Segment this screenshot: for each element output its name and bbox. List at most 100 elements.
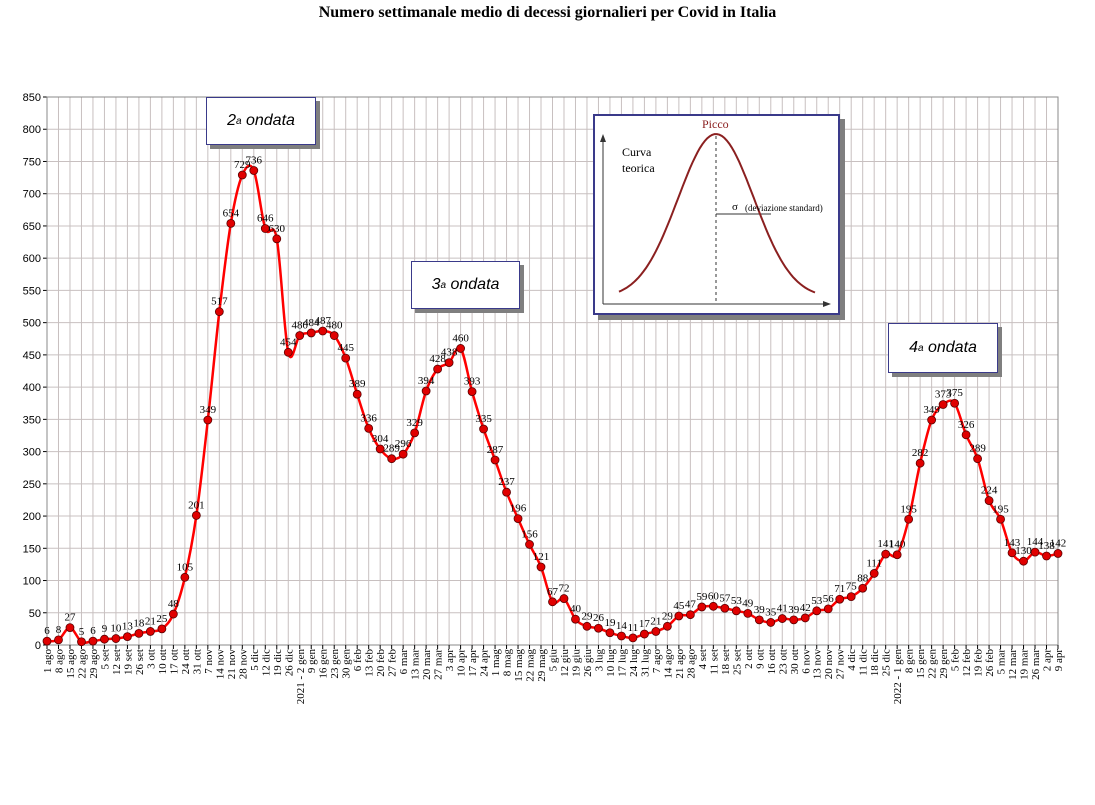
data-label: 195 (992, 503, 1009, 515)
data-point (651, 627, 661, 636)
x-tick-label: 22 gen (927, 649, 939, 679)
y-tick-label: 200 (23, 511, 41, 523)
x-tick-label: 6 feb (352, 649, 364, 672)
x-tick-label: 5 feb (950, 649, 962, 672)
x-tick-label: 20 nov (823, 649, 835, 680)
data-label: 142 (1050, 537, 1067, 549)
data-label: 75 (846, 581, 858, 593)
x-tick-label: 12 dic (260, 649, 272, 676)
data-point (973, 454, 982, 464)
data-point (180, 572, 190, 582)
data-point (203, 415, 213, 425)
data-points (42, 166, 1063, 647)
data-point (364, 423, 374, 433)
data-point (237, 170, 247, 180)
data-point (214, 307, 224, 317)
x-tick-label: 8 mag (502, 649, 514, 677)
x-tick-label: 19 set (122, 649, 134, 675)
data-label: 10 (110, 623, 122, 635)
data-label: 39 (788, 604, 800, 616)
wave-4-number: 4 (909, 339, 918, 356)
data-point (674, 611, 684, 621)
data-label: 59 (696, 591, 708, 603)
x-tick-label: 13 mar (410, 649, 422, 680)
x-tick-label: 8 gen (904, 649, 916, 674)
wave-2-sup: a (235, 115, 242, 127)
data-point (892, 550, 902, 560)
x-tick-label: 1 mag (490, 649, 502, 677)
data-label: 29 (581, 610, 593, 622)
data-point (961, 430, 971, 440)
wave-3-text: ondata (446, 276, 500, 293)
data-point (100, 634, 109, 644)
data-label: 326 (958, 419, 975, 431)
y-tick-label: 600 (23, 253, 41, 265)
x-tick-label: 10 apr (456, 649, 468, 677)
data-label: 138 (1038, 540, 1055, 552)
x-tick-label: 20 feb (375, 649, 387, 677)
data-point (800, 613, 810, 623)
data-label: 517 (211, 296, 228, 308)
data-label: 9 (102, 623, 108, 635)
data-point (743, 609, 753, 618)
x-tick-label: 16 ott (766, 649, 778, 674)
y-tick-label: 300 (23, 447, 41, 459)
data-label: 630 (269, 223, 286, 235)
data-label: 13 (122, 621, 134, 633)
data-label: 41 (777, 603, 788, 615)
data-point (191, 511, 201, 520)
data-label: 88 (857, 572, 869, 584)
x-tick-label: 17 lug (616, 649, 628, 677)
data-label: 42 (800, 602, 811, 614)
data-label: 71 (834, 583, 845, 595)
data-point (927, 415, 937, 425)
inset-y-arrow-icon (600, 134, 606, 142)
inset-gaussian-curve (618, 133, 816, 294)
x-tick-label: 30 gen (341, 649, 353, 679)
x-tick-label: 23 ott (777, 649, 789, 674)
data-label: 67 (547, 586, 559, 598)
x-tick-label: 2 ott (743, 649, 755, 669)
data-point (398, 449, 408, 459)
x-tick-label: 15 gen (915, 649, 927, 679)
y-tick-label: 0 (35, 640, 41, 652)
data-point (226, 218, 236, 228)
data-point (640, 629, 649, 639)
data-point (628, 633, 638, 643)
data-label: 329 (406, 417, 423, 429)
data-point (283, 347, 293, 357)
data-label: 60 (708, 590, 720, 602)
x-tick-label: 13 feb (364, 649, 376, 677)
wave-2-text: ondata (241, 112, 295, 129)
data-point (559, 594, 569, 603)
data-label: 35 (765, 606, 777, 618)
x-tick-label: 28 nov (237, 649, 249, 680)
inset-curve-svg (600, 133, 831, 307)
data-point (375, 444, 385, 454)
data-point (548, 597, 557, 607)
x-tick-label: 27 mar (433, 649, 445, 680)
x-tick-label: 12 feb (961, 649, 973, 677)
x-tick-label: 19 mar (1019, 649, 1031, 680)
data-point (754, 615, 764, 625)
data-label: 57 (719, 592, 731, 604)
data-label: 11 (628, 622, 639, 634)
data-label: 487 (314, 315, 331, 327)
x-tick-label: 3 ott (145, 649, 157, 669)
data-point (662, 621, 672, 631)
x-tick-label: 26 set (134, 649, 146, 675)
inset-ylabel-2: teorica (622, 161, 655, 175)
axes: 0 50 100 150 200 250 300 350 400 450 500 550 600 650 7… (23, 92, 1065, 704)
x-tick-label: 9 gen (306, 649, 318, 674)
data-point (42, 636, 52, 646)
data-point (467, 387, 477, 397)
inset-ylabel-1: Curva (622, 145, 652, 159)
data-label: 53 (811, 595, 823, 607)
data-point (410, 428, 420, 438)
data-point (996, 514, 1005, 524)
data-label: 40 (570, 603, 582, 615)
data-point (295, 331, 305, 340)
x-tick-label: 13 nov (812, 649, 824, 680)
x-tick-label: 19 dic (272, 649, 284, 676)
